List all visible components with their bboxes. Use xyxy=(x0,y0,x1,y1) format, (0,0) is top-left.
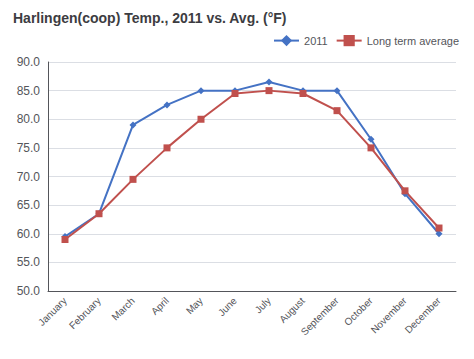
svg-text:55.0: 55.0 xyxy=(17,255,41,269)
svg-text:September: September xyxy=(299,295,342,338)
svg-text:85.0: 85.0 xyxy=(17,84,41,98)
svg-text:November: November xyxy=(368,295,409,336)
svg-text:May: May xyxy=(184,295,205,316)
svg-text:50.0: 50.0 xyxy=(17,284,41,298)
svg-text:Long term average: Long term average xyxy=(367,35,459,47)
svg-text:Harlingen(coop) Temp., 2011 vs: Harlingen(coop) Temp., 2011 vs. Avg. (°F… xyxy=(13,10,286,26)
svg-text:75.0: 75.0 xyxy=(17,141,41,155)
svg-text:October: October xyxy=(342,295,375,328)
svg-text:July: July xyxy=(253,295,273,315)
svg-text:70.0: 70.0 xyxy=(17,170,41,184)
svg-text:April: April xyxy=(149,295,171,317)
svg-text:December: December xyxy=(403,295,444,336)
svg-text:August: August xyxy=(277,295,307,325)
svg-text:June: June xyxy=(216,295,239,318)
svg-text:January: January xyxy=(36,295,69,328)
svg-text:February: February xyxy=(67,295,103,331)
svg-text:60.0: 60.0 xyxy=(17,227,41,241)
svg-text:March: March xyxy=(109,295,136,322)
svg-text:65.0: 65.0 xyxy=(17,198,41,212)
svg-text:90.0: 90.0 xyxy=(17,55,41,69)
svg-text:80.0: 80.0 xyxy=(17,112,41,126)
svg-text:2011: 2011 xyxy=(304,35,328,47)
